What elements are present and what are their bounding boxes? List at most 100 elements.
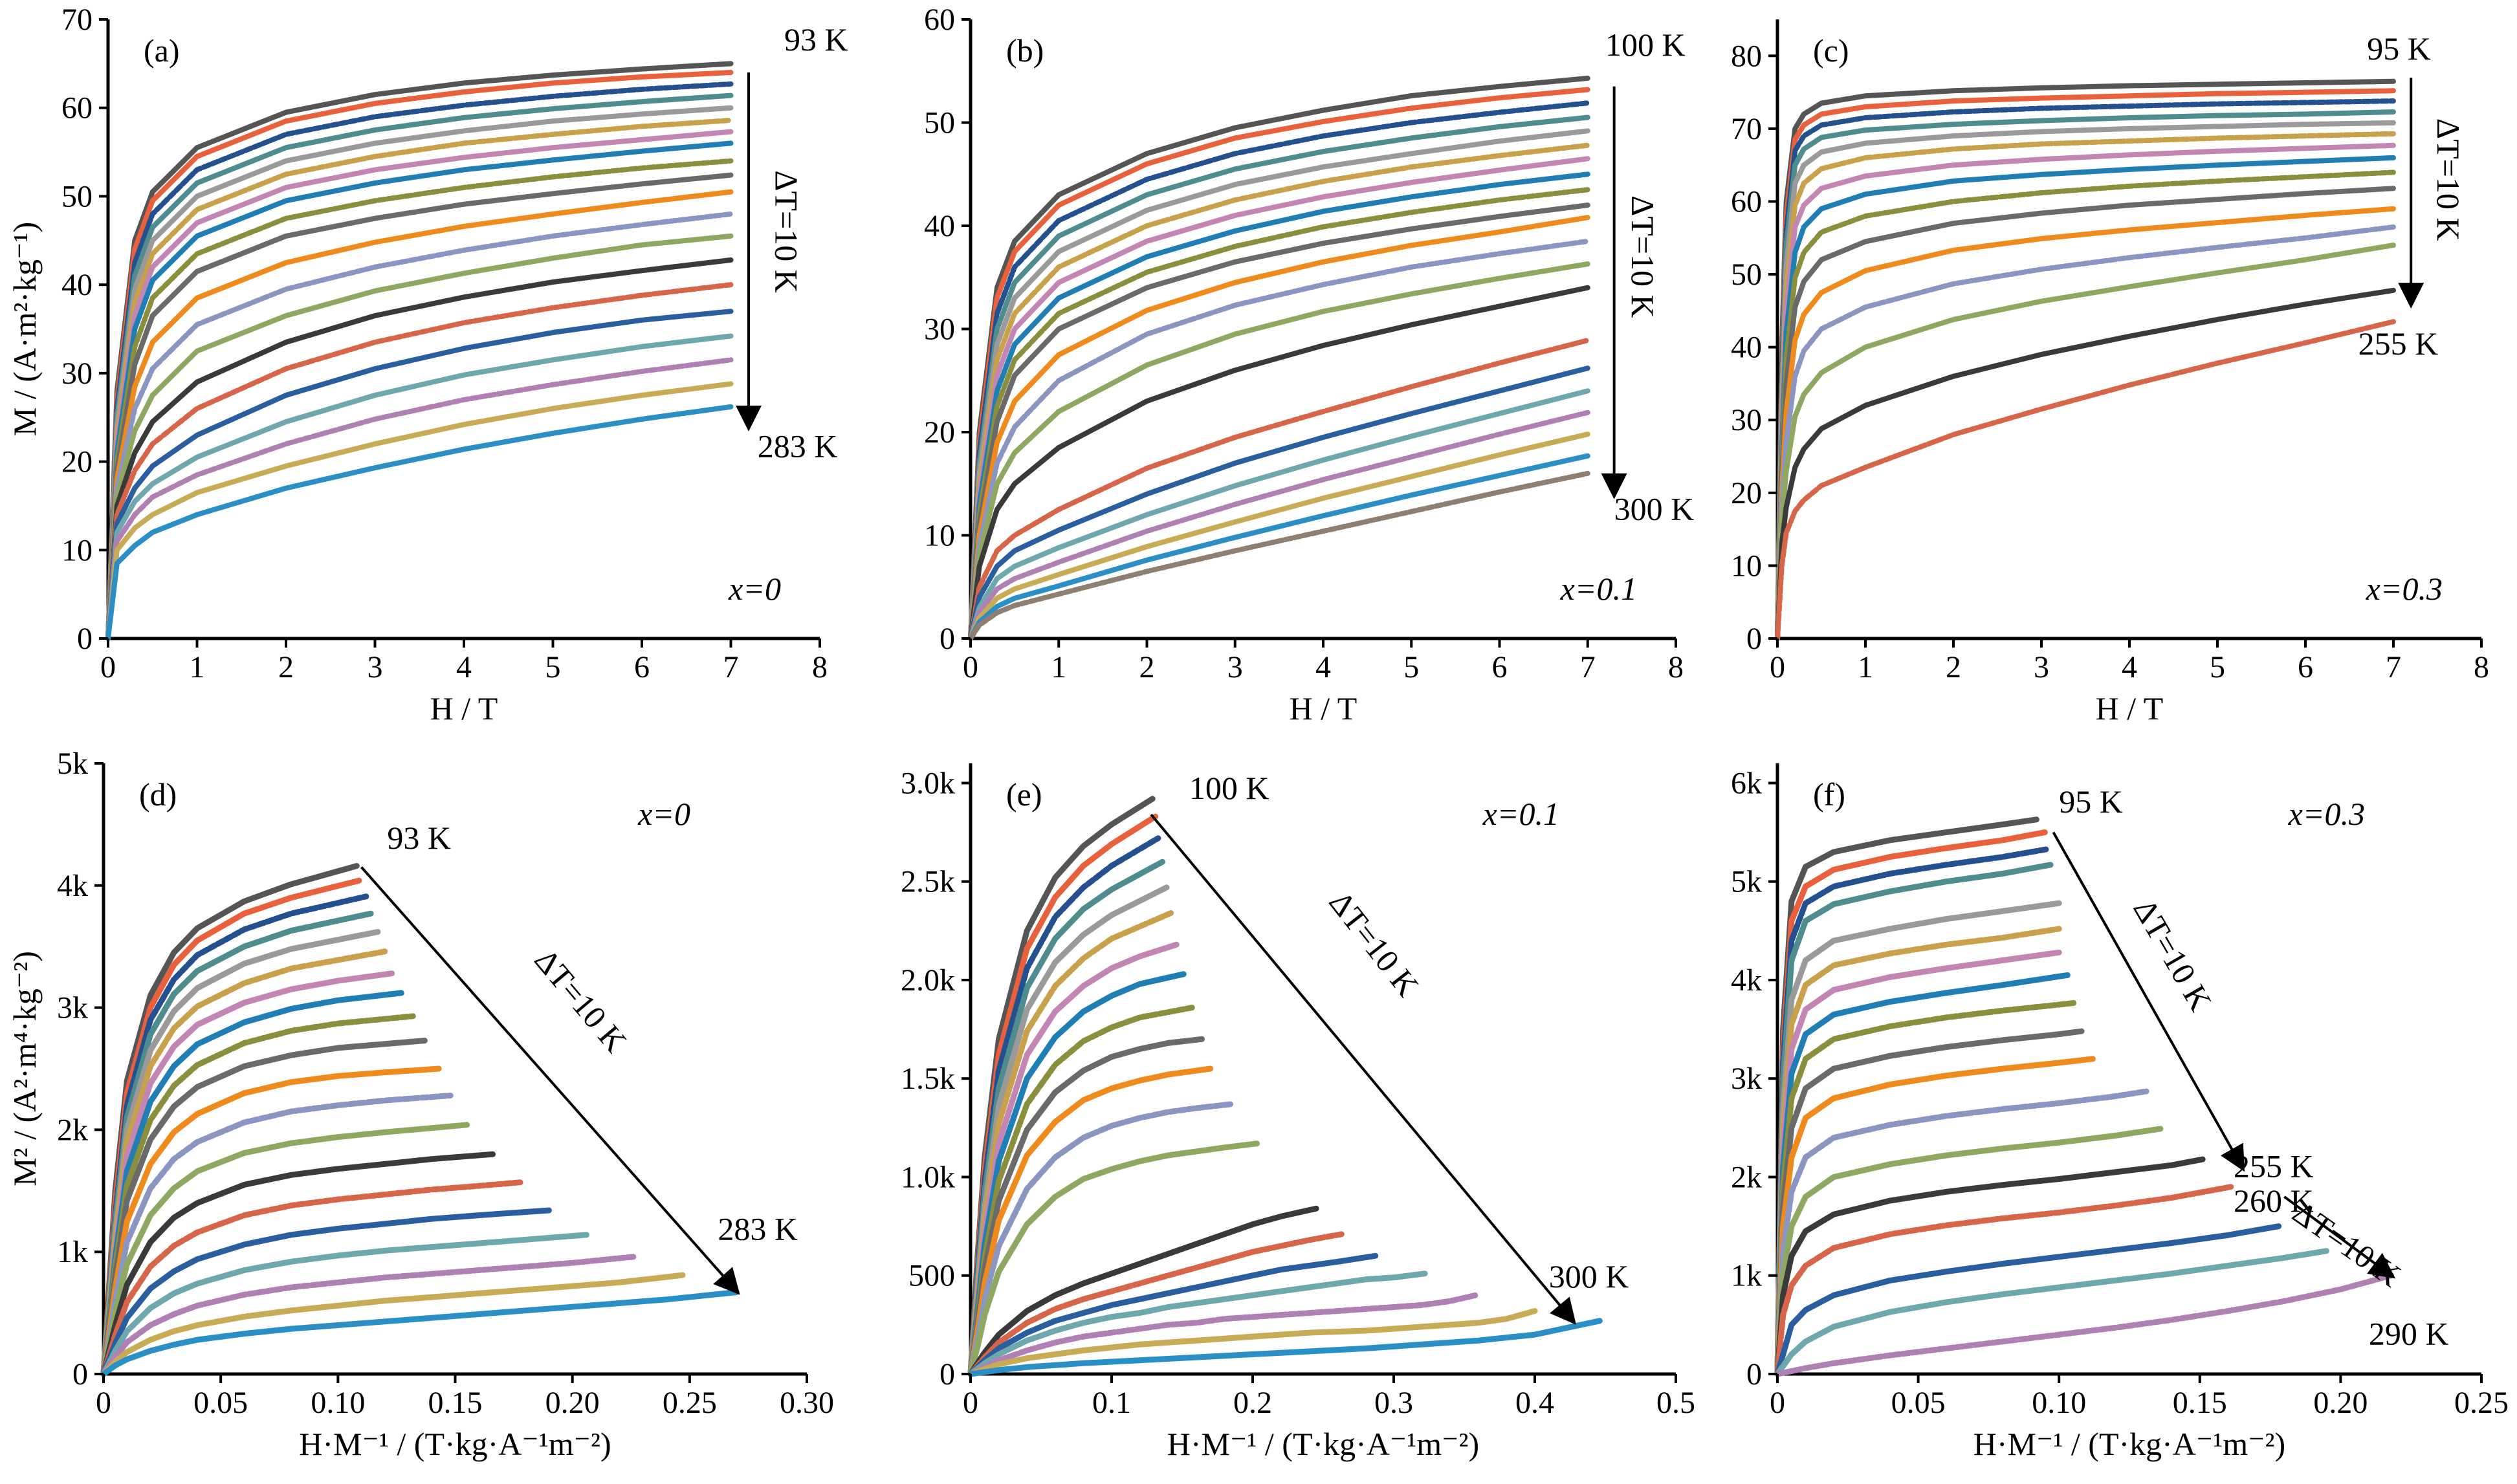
- x-tick-label: 7: [2386, 650, 2401, 684]
- x-tick-label: 0.3: [1374, 1386, 1413, 1420]
- y-tick-label: 40: [61, 268, 93, 302]
- y-tick-label: 80: [1731, 39, 1762, 73]
- x-axis-title: H / T: [1290, 690, 1357, 726]
- x-tick-label: 0.30: [780, 1386, 834, 1420]
- series-line-6: [1774, 949, 2062, 1377]
- composition-label: x=0.3: [2288, 796, 2365, 832]
- annotation: 260 K: [2234, 1183, 2314, 1219]
- x-axis-title: H·M⁻¹ / (T·kg·A⁻¹m⁻²): [1973, 1426, 2285, 1462]
- y-tick-label: 2k: [1731, 1160, 1762, 1194]
- x-tick-label: 2: [278, 650, 294, 684]
- annotation: 300 K: [1614, 491, 1695, 527]
- x-tick-label: 5: [545, 650, 561, 684]
- x-tick-label: 3: [368, 650, 383, 684]
- composition-label: x=0.3: [2366, 571, 2443, 607]
- series-line-13: [105, 257, 734, 641]
- series-line-16: [100, 1232, 589, 1377]
- annotation: 100 K: [1605, 27, 1686, 63]
- panel-label: (d): [139, 776, 177, 813]
- series-line-18: [100, 1272, 686, 1377]
- series-line-2: [1775, 98, 2396, 641]
- annotation: 290 K: [2369, 1315, 2449, 1351]
- series-line-13: [100, 1151, 496, 1377]
- y-tick-label: 0: [1746, 1357, 1762, 1391]
- x-tick-label: 0.2: [1233, 1386, 1272, 1420]
- x-tick-label: 2: [1946, 650, 1961, 684]
- series-line-13: [1775, 287, 2396, 641]
- series-line-12: [105, 233, 734, 641]
- x-tick-label: 1: [190, 650, 205, 684]
- annotation: ΔT=10 K: [2126, 893, 2219, 1017]
- series-line-4: [1775, 120, 2396, 641]
- x-tick-label: 8: [2474, 650, 2489, 684]
- y-tick-label: 70: [61, 3, 93, 37]
- x-tick-label: 0.5: [1656, 1386, 1695, 1420]
- x-tick-label: 0.20: [545, 1386, 600, 1420]
- trend-arrow: [1150, 813, 1576, 1325]
- annotation: ΔT=10 K: [2430, 118, 2467, 241]
- annotation: ΔT=10 K: [527, 942, 634, 1059]
- x-tick-label: 8: [812, 650, 828, 684]
- series-line-10: [105, 189, 734, 641]
- series-line-14: [1774, 1184, 2234, 1377]
- y-tick-label: 50: [61, 179, 93, 213]
- series-line-14: [967, 1231, 1345, 1377]
- series-line-19: [100, 1289, 740, 1377]
- series-line-1: [105, 70, 734, 641]
- trend-arrow: [2283, 1195, 2396, 1279]
- series-line-17: [967, 1292, 1478, 1377]
- y-axis-title: M² / (A²·m⁴·kg⁻²): [6, 951, 43, 1186]
- x-tick-label: 4: [2122, 650, 2137, 684]
- y-tick-label: 60: [924, 3, 955, 37]
- panel-f: 0 0.05 0.10 0.15 0.20 0.25 0 1k 2k 3k 4k 5k 6k H·M⁻¹ …: [1731, 763, 2509, 1462]
- series-line-14: [105, 282, 734, 641]
- series-line-6: [1775, 142, 2396, 641]
- y-tick-label: 60: [1731, 184, 1762, 219]
- y-tick-label: 2k: [57, 1113, 88, 1147]
- y-tick-label: 1.0k: [901, 1160, 955, 1194]
- annotation: 283 K: [758, 428, 838, 464]
- annotation: 283 K: [718, 1210, 798, 1247]
- x-tick-label: 0: [1770, 650, 1785, 684]
- annotation: ΔT=10 K: [1322, 884, 1426, 1003]
- series-line-13: [967, 1205, 1319, 1377]
- trend-arrow: [360, 866, 740, 1295]
- y-tick-label: 6k: [1731, 766, 1762, 800]
- y-axis-title: M / (A·m²·kg⁻¹): [6, 222, 43, 436]
- x-axis-title: H·M⁻¹ / (T·kg·A⁻¹m⁻²): [1167, 1426, 1479, 1462]
- series-line-10: [968, 215, 1590, 641]
- annotation: 255 K: [2358, 325, 2439, 362]
- annotation: 95 K: [2059, 783, 2123, 820]
- composition-label: x=0.1: [1482, 796, 1559, 832]
- trend-arrow: [2052, 831, 2245, 1172]
- annotation: 93 K: [784, 21, 848, 58]
- series-line-16: [968, 388, 1590, 641]
- panel-b: 0 1 2 3 4 5 6 7 8 0 10 20 30 40 50 60 H / T (b) x=0.1 100 K…: [924, 3, 1694, 726]
- annotation: ΔT=10 K: [2286, 1194, 2407, 1294]
- series-line-18: [967, 1308, 1538, 1377]
- series-line-14: [968, 338, 1590, 641]
- y-tick-label: 0: [77, 622, 93, 656]
- series-line-0: [1775, 78, 2396, 641]
- y-tick-label: 2.5k: [901, 865, 955, 899]
- series-line-15: [100, 1207, 552, 1377]
- y-tick-label: 10: [61, 533, 93, 567]
- annotation: 100 K: [1189, 770, 1269, 806]
- series-line-9: [1774, 1028, 2085, 1377]
- series-line-14: [1775, 319, 2396, 641]
- panel-label: (b): [1006, 32, 1044, 69]
- y-tick-label: 30: [1731, 403, 1762, 437]
- x-tick-label: 0.10: [2032, 1386, 2086, 1420]
- x-tick-label: 6: [1492, 650, 1508, 684]
- series-line-15: [967, 1252, 1379, 1377]
- y-tick-label: 60: [61, 91, 93, 125]
- y-tick-label: 4k: [57, 869, 88, 903]
- y-tick-label: 40: [1731, 331, 1762, 365]
- series-line-17: [1774, 1272, 2395, 1377]
- x-tick-label: 4: [1315, 650, 1331, 684]
- series-line-0: [1774, 816, 2039, 1377]
- series-line-15: [105, 309, 734, 641]
- y-tick-label: 3k: [1731, 1062, 1762, 1096]
- panel-label: (e): [1006, 776, 1042, 813]
- y-tick-label: 1k: [1731, 1259, 1762, 1293]
